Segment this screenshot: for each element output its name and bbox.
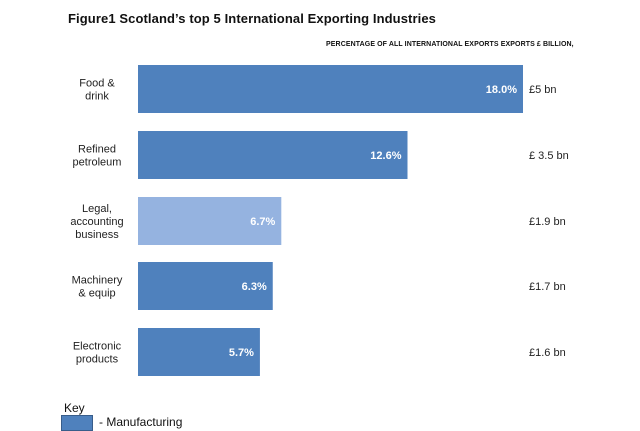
bar-0: [138, 65, 523, 113]
bar-pct-label-2: 6.7%: [250, 216, 275, 228]
bar-chart: 18.0% £5 bn Food & drink 12.6% £ 3.5 bn Refine…: [70, 65, 569, 376]
bar-value-label-4: £1.6 bn: [529, 347, 566, 359]
bar-pct-label-3: 6.3%: [242, 281, 267, 293]
category-label-0: Food & drink: [79, 78, 115, 103]
category-label-2: Legal, accounting business: [70, 203, 123, 241]
category-label-4: Electronic products: [73, 341, 122, 366]
bar-4: [138, 328, 260, 376]
bar-value-label-1: £ 3.5 bn: [529, 150, 569, 162]
bar-1: [138, 131, 408, 179]
bar-value-label-0: £5 bn: [529, 84, 557, 96]
chart-title: Figure1 Scotland’s top 5 International E…: [68, 11, 437, 26]
bar-value-label-3: £1.7 bn: [529, 281, 566, 293]
legend-item-manufacturing: - Manufacturing: [61, 415, 182, 431]
bar-3: [138, 262, 273, 310]
bar-pct-label-1: 12.6%: [370, 150, 401, 162]
category-label-3: Machinery & equip: [72, 275, 123, 300]
chart-subtitle: PERCENTAGE OF ALL INTERNATIONAL EXPORTS …: [326, 41, 574, 48]
bar-pct-label-0: 18.0%: [486, 84, 517, 96]
bar-value-label-2: £1.9 bn: [529, 216, 566, 228]
bar-pct-label-4: 5.7%: [229, 347, 254, 359]
legend-title: Key: [64, 401, 85, 415]
category-label-1: Refined petroleum: [73, 144, 122, 169]
legend-swatch-manufacturing: [61, 415, 93, 431]
legend-label-manufacturing: - Manufacturing: [99, 415, 183, 429]
bar-2: [138, 197, 282, 245]
